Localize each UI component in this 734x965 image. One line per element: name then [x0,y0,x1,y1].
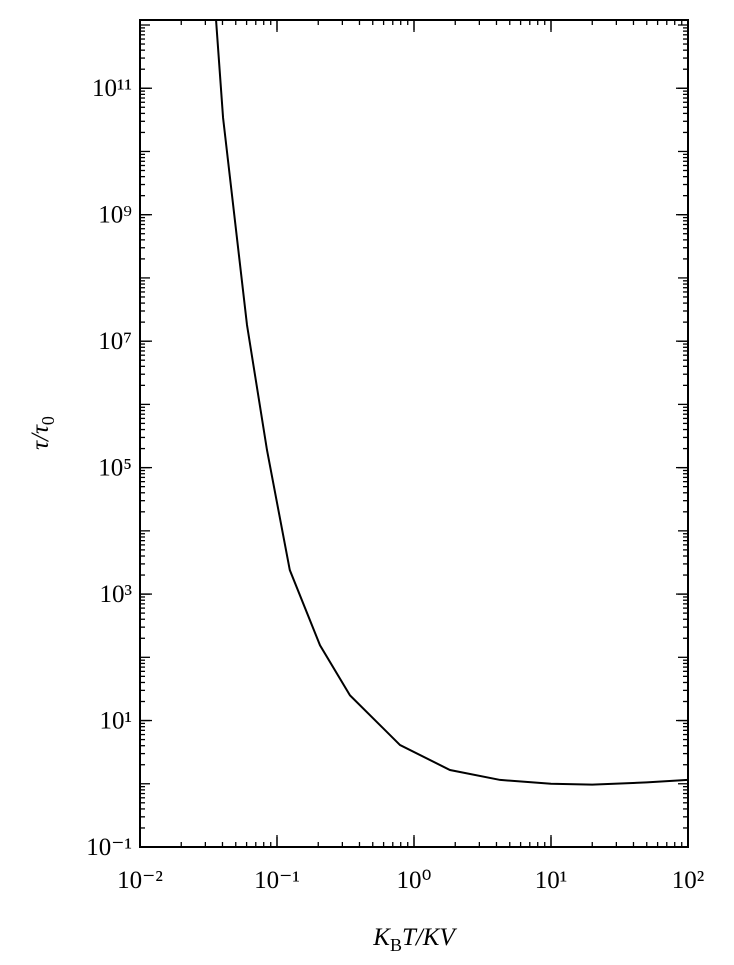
x-axis-label: KBT/KV [372,924,457,955]
plot-frame [139,19,689,848]
x-tick-label: 10⁰ [396,867,431,894]
x-tick-label: 10² [672,867,705,894]
x-label-part: T/KV [402,924,458,951]
y-tick-label: 10⁵ [98,455,132,482]
y-tick-label: 10¹¹ [92,75,132,102]
y-tick-label: 10³ [100,581,133,608]
y-axis-label: τ/τ0 [27,416,58,450]
x-label-sub: B [390,935,402,955]
data-line [215,20,688,786]
x-label-part: K [372,924,391,951]
x-tick-label: 10¹ [535,867,568,894]
y-label-sub: 0 [38,416,58,425]
y-tick-label: 10¹ [100,708,133,735]
x-tick-label: 10⁻² [117,867,163,894]
x-tick-label: 10⁻¹ [254,867,300,894]
y-tick-label: 10⁻¹ [86,834,132,861]
y-tick-label: 10⁹ [98,202,132,229]
y-tick-label: 10⁷ [98,328,132,355]
y-label-part: τ/τ [27,424,54,450]
